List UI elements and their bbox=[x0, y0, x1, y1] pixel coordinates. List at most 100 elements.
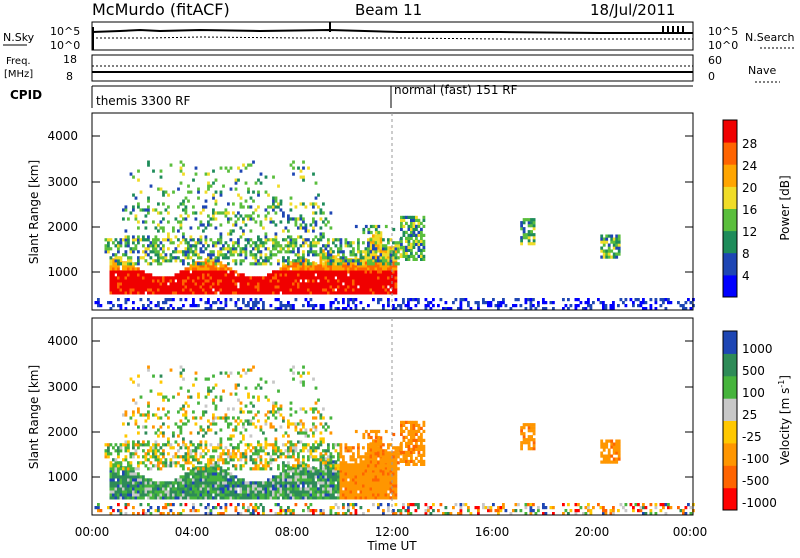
power-cell bbox=[403, 216, 406, 219]
power-cell bbox=[322, 270, 325, 273]
power-cell bbox=[177, 205, 180, 208]
power-cell bbox=[432, 304, 435, 307]
velocity-cell bbox=[382, 461, 385, 464]
velocity-cell bbox=[330, 472, 333, 475]
power-cell bbox=[177, 244, 180, 247]
velocity-cell bbox=[160, 487, 163, 490]
power-cell bbox=[362, 279, 365, 282]
power-cell bbox=[367, 250, 370, 253]
power-cell bbox=[275, 223, 278, 226]
velocity-cell bbox=[220, 372, 223, 375]
velocity-cell bbox=[287, 419, 290, 422]
power-cell bbox=[225, 301, 228, 304]
power-cell bbox=[405, 304, 408, 307]
velocity-cell bbox=[367, 493, 370, 496]
power-cell bbox=[408, 237, 411, 240]
velocity-cell bbox=[162, 455, 165, 458]
velocity-cell bbox=[195, 469, 198, 472]
power-cell bbox=[115, 288, 118, 291]
power-cell bbox=[257, 247, 260, 250]
power-cell bbox=[197, 288, 200, 291]
power-cell bbox=[255, 276, 258, 279]
velocity-cell bbox=[345, 484, 348, 487]
velocity-cell bbox=[180, 475, 183, 478]
velocity-cell bbox=[112, 472, 115, 475]
power-cell bbox=[250, 205, 253, 208]
velocity-cell bbox=[227, 472, 230, 475]
power-cell bbox=[337, 238, 340, 241]
velocity-cell bbox=[277, 446, 280, 449]
power-cell bbox=[330, 262, 333, 265]
power-cell bbox=[237, 291, 240, 294]
velocity-cell bbox=[125, 458, 128, 461]
velocity-cell bbox=[217, 461, 220, 464]
velocity-cell bbox=[413, 427, 416, 430]
power-cell bbox=[297, 167, 300, 170]
power-cell bbox=[337, 250, 340, 253]
velocity-cell bbox=[115, 493, 118, 496]
power-cell bbox=[330, 259, 333, 262]
velocity-cell bbox=[217, 472, 220, 475]
velocity-cell bbox=[372, 455, 375, 458]
power-cell bbox=[365, 282, 368, 285]
velocity-cell bbox=[255, 458, 258, 461]
power-cell bbox=[418, 225, 421, 228]
power-cell bbox=[272, 238, 275, 241]
power-cell bbox=[315, 197, 318, 200]
velocity-cell bbox=[207, 469, 210, 472]
velocity-cell bbox=[272, 478, 275, 481]
velocity-cell bbox=[157, 407, 160, 410]
power-cell bbox=[197, 267, 200, 270]
velocity-cell bbox=[310, 481, 313, 484]
power-cell bbox=[345, 259, 348, 262]
power-cell bbox=[150, 288, 153, 291]
power-cell bbox=[322, 282, 325, 285]
velocity-cell bbox=[192, 464, 195, 467]
velocity-cell bbox=[225, 446, 228, 449]
velocity-cell bbox=[210, 493, 213, 496]
velocity-cell bbox=[167, 425, 170, 428]
power-cell bbox=[260, 182, 263, 185]
power-cell bbox=[230, 188, 233, 191]
velocity-cell bbox=[252, 396, 255, 399]
power-cell bbox=[275, 197, 278, 200]
velocity-cell bbox=[137, 464, 140, 467]
velocity-cell bbox=[122, 487, 125, 490]
velocity-cell bbox=[185, 481, 188, 484]
power-cell bbox=[155, 208, 158, 211]
power-cell bbox=[132, 250, 135, 253]
velocity-cell bbox=[205, 463, 208, 466]
velocity-cell bbox=[280, 425, 283, 428]
velocity-cell bbox=[267, 487, 270, 490]
velocity-cell bbox=[360, 481, 363, 484]
power-cell bbox=[245, 288, 248, 291]
power-cell bbox=[310, 288, 313, 291]
power-cell bbox=[132, 262, 135, 265]
power-cell bbox=[187, 288, 190, 291]
power-cell bbox=[247, 241, 250, 244]
power-cell bbox=[418, 231, 421, 234]
power-cell bbox=[265, 256, 268, 259]
velocity-cell bbox=[180, 366, 183, 369]
power-cell bbox=[262, 285, 265, 288]
power-cell bbox=[190, 256, 193, 259]
velocity-cell bbox=[190, 431, 193, 434]
power-cell bbox=[172, 226, 175, 229]
power-cell bbox=[365, 291, 368, 294]
power-cell bbox=[225, 264, 228, 267]
power-cell bbox=[210, 270, 213, 273]
power-cell bbox=[117, 279, 120, 282]
velocity-cell bbox=[155, 496, 158, 499]
velocity-cell bbox=[192, 449, 195, 452]
velocity-cell bbox=[295, 410, 298, 413]
velocity-cell bbox=[192, 493, 195, 496]
velocity-cell bbox=[132, 478, 135, 481]
power-cell bbox=[375, 270, 378, 273]
power-cell bbox=[660, 298, 663, 301]
power-cell bbox=[225, 285, 228, 288]
velocity-cell bbox=[423, 451, 426, 454]
power-cell bbox=[275, 241, 278, 244]
velocity-cell bbox=[200, 446, 203, 449]
velocity-cell bbox=[307, 487, 310, 490]
velocity-cell bbox=[365, 481, 368, 484]
